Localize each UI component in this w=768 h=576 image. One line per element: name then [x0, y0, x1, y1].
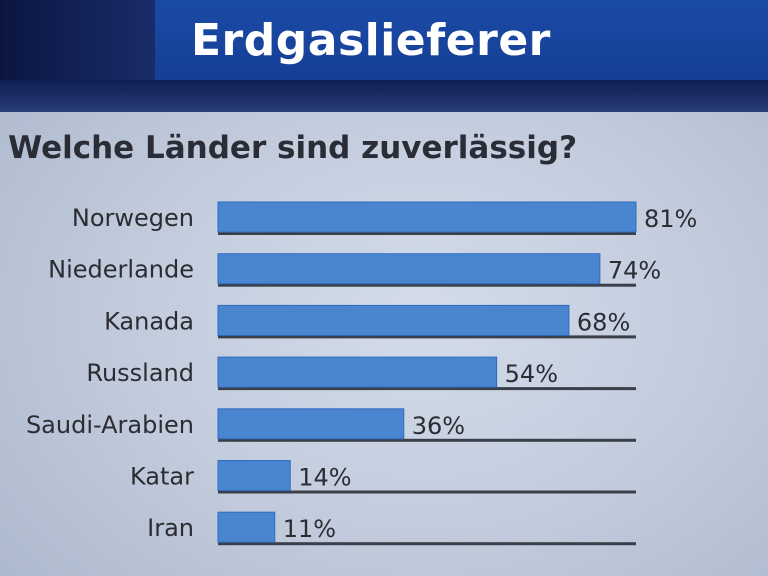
category-label: Niederlande	[48, 256, 194, 284]
bar-russland	[217, 356, 498, 388]
value-label: 14%	[298, 464, 351, 492]
category-label: Russland	[86, 359, 194, 387]
bar-baseline	[218, 387, 636, 391]
bar-baseline	[218, 232, 636, 235]
value-label: 68%	[577, 308, 630, 336]
category-label: Katar	[130, 463, 194, 491]
category-label: Saudi-Arabien	[26, 411, 194, 439]
header-strip	[0, 80, 768, 112]
bar-baseline	[218, 283, 636, 287]
value-label: 36%	[412, 412, 465, 440]
category-label: Iran	[147, 514, 194, 542]
bar-saudi-arabien	[217, 408, 405, 440]
category-label: Norwegen	[72, 204, 194, 232]
bar-norwegen	[217, 201, 637, 233]
bar-kanada	[217, 304, 570, 336]
bar-niederlande	[217, 253, 601, 285]
bar-iran	[217, 511, 276, 543]
bar-baseline	[218, 438, 636, 442]
bar-baseline	[218, 542, 636, 546]
value-label: 11%	[283, 515, 336, 543]
category-label: Kanada	[104, 307, 194, 335]
chart-title: Welche Länder sind zuverlässig?	[8, 130, 578, 166]
header-left-panel	[0, 0, 160, 80]
bar-katar	[217, 460, 291, 491]
bar-baseline	[218, 490, 636, 494]
bar-baseline	[218, 335, 636, 339]
title-box: Erdgaslieferer	[155, 0, 768, 80]
value-label: 81%	[644, 205, 697, 233]
value-label: 74%	[608, 257, 661, 285]
page-title: Erdgaslieferer	[191, 14, 551, 66]
value-label: 54%	[505, 360, 558, 388]
